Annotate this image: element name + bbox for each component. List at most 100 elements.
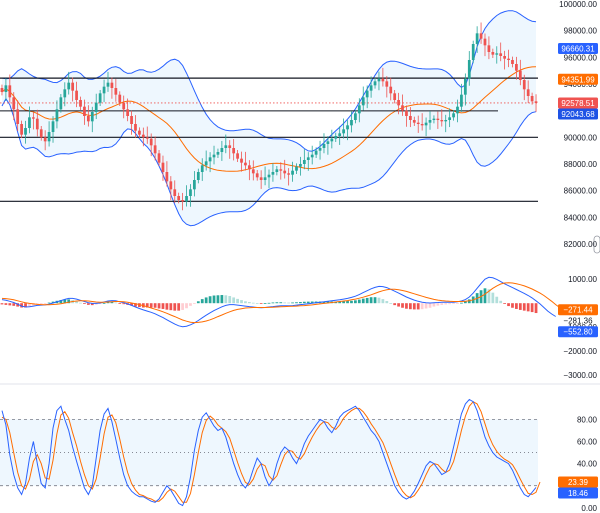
candle-body[interactable] [0, 88, 4, 92]
candle-body[interactable] [90, 112, 94, 122]
macd-histogram-bar[interactable] [310, 301, 314, 304]
candle-body[interactable] [118, 94, 122, 103]
candle-body[interactable] [130, 116, 133, 124]
macd-histogram-bar[interactable] [302, 301, 306, 304]
macd-histogram-bar[interactable] [98, 303, 102, 304]
macd-histogram-bar[interactable] [534, 303, 538, 314]
macd-histogram-bar[interactable] [385, 301, 389, 304]
macd-histogram-bar[interactable] [326, 301, 330, 304]
candle-body[interactable] [169, 181, 173, 190]
macd-histogram-bar[interactable] [169, 303, 173, 311]
candle-body[interactable] [161, 162, 165, 172]
macd-histogram-bar[interactable] [59, 300, 63, 304]
bollinger-upper-line[interactable] [1, 10, 537, 152]
candle-body[interactable] [522, 80, 526, 90]
macd-histogram-bar[interactable] [149, 303, 153, 308]
macd-histogram-bar[interactable] [236, 298, 239, 304]
macd-histogram-bar[interactable] [208, 296, 212, 304]
candle-body[interactable] [228, 145, 232, 148]
candle-body[interactable] [420, 124, 424, 126]
candle-body[interactable] [47, 132, 51, 142]
candle-body[interactable] [389, 86, 393, 94]
macd-histogram-bar[interactable] [0, 303, 4, 305]
macd-histogram-bar[interactable] [346, 301, 349, 304]
macd-histogram-bar[interactable] [177, 303, 181, 311]
macd-histogram-bar[interactable] [350, 300, 353, 304]
candle-body[interactable] [185, 196, 188, 202]
macd-histogram-bar[interactable] [511, 303, 514, 308]
macd-histogram-bar[interactable] [342, 301, 345, 304]
candle-body[interactable] [381, 78, 385, 82]
macd-histogram-bar[interactable] [338, 301, 342, 304]
candle-body[interactable] [310, 154, 314, 158]
candle-body[interactable] [165, 172, 169, 182]
macd-histogram-bar[interactable] [283, 302, 287, 304]
macd-histogram-bar[interactable] [196, 301, 200, 304]
macd-histogram-bar[interactable] [220, 295, 224, 304]
candle-body[interactable] [98, 93, 102, 103]
macd-histogram-bar[interactable] [365, 297, 369, 304]
candle-body[interactable] [134, 124, 137, 131]
candle-body[interactable] [487, 45, 491, 52]
macd-histogram-bar[interactable] [157, 303, 161, 309]
candle-body[interactable] [350, 120, 353, 126]
macd-histogram-bar[interactable] [487, 289, 491, 304]
candle-body[interactable] [208, 157, 212, 162]
candle-body[interactable] [259, 177, 263, 180]
macd-histogram-bar[interactable] [507, 303, 510, 307]
macd-histogram-bar[interactable] [102, 302, 106, 304]
candle-body[interactable] [530, 96, 534, 102]
candle-body[interactable] [212, 154, 216, 158]
macd-histogram-bar[interactable] [173, 303, 177, 311]
candle-body[interactable] [306, 157, 310, 160]
candle-body[interactable] [377, 78, 381, 82]
candle-body[interactable] [79, 100, 82, 107]
candle-body[interactable] [534, 101, 538, 103]
macd-histogram-bar[interactable] [212, 295, 216, 304]
candle-body[interactable] [405, 110, 408, 116]
macd-histogram-bar[interactable] [456, 303, 459, 304]
candle-body[interactable] [397, 100, 400, 106]
candle-body[interactable] [240, 158, 243, 163]
candle-body[interactable] [71, 82, 75, 91]
macd-histogram-bar[interactable] [526, 303, 530, 312]
candle-body[interactable] [357, 105, 361, 114]
macd-histogram-bar[interactable] [16, 303, 20, 307]
macd-histogram-bar[interactable] [67, 299, 71, 304]
macd-histogram-bar[interactable] [436, 303, 440, 306]
candle-body[interactable] [39, 129, 43, 138]
candle-body[interactable] [275, 169, 279, 172]
candle-body[interactable] [12, 97, 16, 110]
candle-body[interactable] [255, 173, 259, 178]
candle-body[interactable] [279, 169, 283, 171]
macd-histogram-bar[interactable] [189, 303, 192, 306]
candle-body[interactable] [189, 189, 192, 196]
macd-histogram-bar[interactable] [515, 303, 518, 309]
macd-histogram-bar[interactable] [499, 300, 503, 304]
macd-histogram-bar[interactable] [322, 301, 326, 304]
stochastic-d-line[interactable] [1, 401, 541, 503]
candle-body[interactable] [463, 78, 467, 95]
stochastic-k-line[interactable] [1, 398, 537, 507]
price-panel[interactable] [0, 10, 538, 227]
macd-histogram-bar[interactable] [522, 303, 526, 311]
candle-body[interactable] [401, 105, 404, 111]
candle-body[interactable] [232, 148, 236, 154]
macd-histogram-bar[interactable] [130, 303, 133, 306]
macd-histogram-bar[interactable] [267, 302, 271, 304]
candle-body[interactable] [86, 116, 90, 122]
macd-histogram-bar[interactable] [43, 303, 47, 304]
macd-histogram-bar[interactable] [122, 303, 126, 305]
macd-histogram-bar[interactable] [165, 303, 169, 310]
candle-body[interactable] [354, 113, 357, 120]
candle-body[interactable] [196, 172, 200, 180]
candle-body[interactable] [416, 122, 420, 124]
candle-body[interactable] [475, 33, 479, 44]
macd-signal-line[interactable] [1, 282, 564, 324]
macd-histogram-bar[interactable] [416, 303, 420, 310]
macd-histogram-bar[interactable] [271, 302, 275, 304]
macd-histogram-bar[interactable] [275, 302, 279, 304]
macd-histogram-bar[interactable] [291, 302, 294, 304]
candle-body[interactable] [393, 93, 397, 100]
